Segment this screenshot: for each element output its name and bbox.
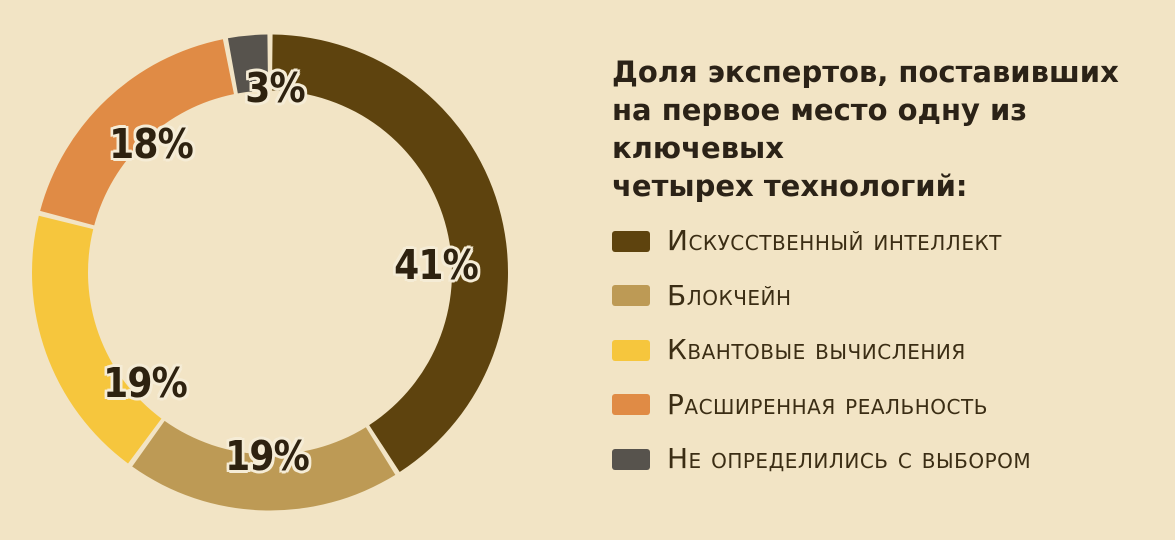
slice-value-label-quantum: 19% [103,359,188,407]
legend-label-undecided: Не определились с выбором [667,442,1032,475]
legend-swatch-ar [612,394,650,415]
legend-swatch-undecided [612,448,650,470]
legend-item-undecided: Не определились с выбором [612,442,1032,475]
legend-label-quantum: Квантовые вычисления [667,333,966,366]
slice-value-label-ar: 18% [109,120,194,168]
legend-swatch-quantum [612,339,650,361]
legend-label-ar: Расширенная реальность [667,387,988,421]
legend-swatch-blockchain [612,285,650,306]
slice-value-label-undecided: 3% [245,64,305,112]
legend-item-ar: Расширенная реальность [612,387,1031,421]
donut-slice-quantum [31,215,162,464]
slice-value-label-ai: 41% [394,241,479,289]
legend-item-ai: Искусственный интеллект [612,224,1031,257]
slice-value-label-blockchain: 19% [225,432,310,480]
donut-slice-blockchain [132,420,396,511]
donut-slice-undecided [227,34,269,94]
legend: Искусственный интеллект Блокчейн Квантов… [612,224,1032,475]
donut-chart: 41% 19% 19% 18% 3% [0,0,560,540]
legend-item-blockchain: Блокчейн [612,278,1031,312]
chart-title: Доля экспертов, поставивших на первое ме… [612,55,1119,203]
legend-label-blockchain: Блокчейн [667,278,792,312]
legend-label-ai: Искусственный интеллект [667,224,1002,257]
donut-slice-ai [271,34,509,473]
donut-slice-ar [40,39,234,226]
legend-item-quantum: Квантовые вычисления [612,333,1031,366]
legend-swatch-ai [612,230,650,252]
donut-svg [31,34,509,511]
